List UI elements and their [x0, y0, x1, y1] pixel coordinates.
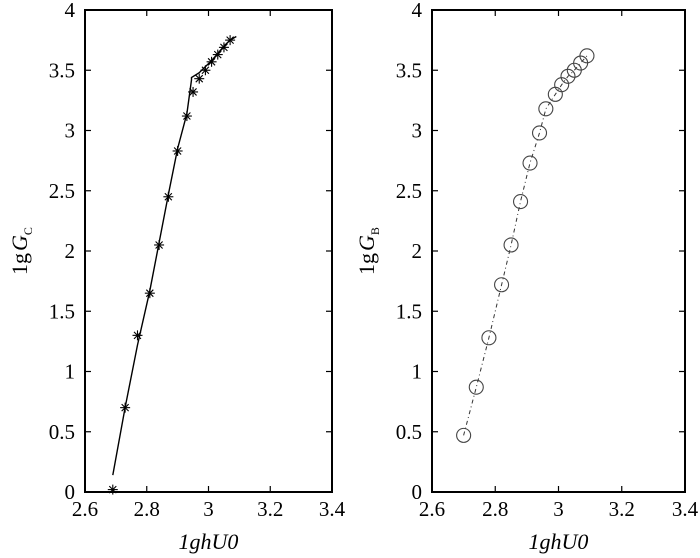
x-axis-label: 1ghU0: [179, 529, 239, 554]
data-point-circle: [481, 330, 497, 346]
y-tick-label: 2.5: [396, 179, 422, 203]
chart-right: 2.6 2.8 3 3.2 3.4 0 0.5 1 1.5 2 2.5 3 3.5 4 1ghU0 1g GB: [354, 0, 699, 554]
data-point-star: [200, 65, 211, 76]
x-tick-label: 3.4: [319, 497, 346, 521]
data-point-star: [107, 484, 118, 495]
data-point-circle: [522, 155, 538, 171]
y-tick-label: 3: [412, 119, 423, 143]
y-tick-label: 0.5: [49, 420, 75, 444]
data-point-circle: [503, 237, 519, 253]
data-point-star: [154, 239, 165, 250]
y-tick-label: 0.5: [396, 420, 422, 444]
y-axis-label: 1g GC: [7, 227, 35, 275]
x-tick-label: 2.6: [419, 497, 445, 521]
y-tick-label: 3.5: [396, 58, 422, 82]
y-axis-label: 1g GB: [354, 227, 382, 275]
y-axis-label-var: G: [354, 235, 379, 251]
y-tick-label: 2.5: [49, 179, 75, 203]
data-point-star: [132, 330, 143, 341]
x-tick-label: 2.8: [482, 497, 508, 521]
y-tick-label: 4: [65, 0, 76, 22]
x-tick-label: 2.6: [72, 497, 98, 521]
x-tick-label: 3.4: [672, 497, 699, 521]
data-point-star: [120, 402, 131, 413]
y-axis-label-var: G: [7, 235, 32, 251]
data-point-star: [212, 49, 223, 60]
y-tick-label: 0: [65, 480, 76, 504]
data-point-star: [188, 86, 199, 97]
y-axis-label-sub: C: [21, 227, 35, 235]
data-point-circle: [560, 68, 576, 84]
data-point-circle: [494, 277, 510, 293]
series-line: [112, 35, 237, 476]
x-tick-label: 2.8: [134, 497, 160, 521]
chart-left: 2.6 2.8 3 3.2 3.4 0 0.5 1 1.5 2 2.5 3 3.5 4 1ghU0 1g GC: [7, 0, 346, 554]
data-point-circle: [579, 48, 595, 64]
y-tick-label: 1: [65, 360, 76, 384]
x-tick-label: 3: [553, 497, 564, 521]
data-point-star: [172, 145, 183, 156]
y-tick-label: 4: [412, 0, 423, 22]
y-tick-label: 3: [65, 119, 76, 143]
y-tick-label: 3.5: [49, 58, 75, 82]
data-point-star: [194, 73, 205, 84]
plot-frame: [84, 9, 333, 493]
y-axis-label-sub: B: [368, 227, 382, 235]
y-axis-label-prefix: 1g: [7, 253, 32, 275]
series-line: [463, 55, 588, 436]
data-point-circle: [512, 194, 529, 210]
plot-frame: [431, 9, 686, 493]
y-tick-label: 2: [65, 239, 76, 263]
x-tick-label: 3: [203, 497, 214, 521]
data-point-circle: [538, 101, 554, 117]
y-tick-label: 1.5: [49, 299, 75, 323]
y-axis-label-prefix: 1g: [354, 253, 379, 275]
data-point-star: [206, 56, 217, 67]
data-point-circle: [531, 125, 548, 141]
data-point-star: [218, 42, 229, 53]
data-point-circle: [456, 427, 472, 443]
x-axis-label: 1ghU0: [529, 529, 589, 554]
y-tick-label: 1.5: [396, 299, 422, 323]
data-point-star: [181, 111, 192, 122]
x-tick-label: 3.2: [609, 497, 635, 521]
data-point-star: [225, 35, 236, 46]
y-tick-label: 0: [412, 480, 423, 504]
data-point-star: [144, 288, 155, 299]
x-tick-label: 3.2: [257, 497, 283, 521]
y-tick-label: 2: [412, 239, 423, 263]
data-point-star: [163, 191, 174, 202]
data-point-circle: [468, 379, 484, 395]
y-tick-label: 1: [412, 360, 423, 384]
